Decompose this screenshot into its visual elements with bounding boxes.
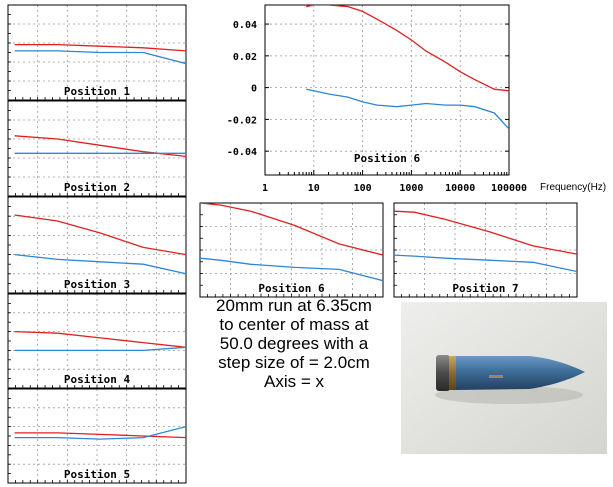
panel-3-grid (8, 197, 186, 293)
panel-1: Position 1 (7, 4, 187, 101)
panel-8: Position 7 (393, 202, 578, 298)
panel-2-series (14, 135, 186, 158)
panel-3-series-blue-line (14, 253, 186, 275)
panel-3: Position 3 (7, 196, 187, 294)
panel-2-grid (8, 101, 186, 196)
panel-4-series-red-line (14, 330, 186, 348)
panel-7-ticks (200, 214, 376, 297)
panel-6-frame (264, 4, 510, 176)
panel-2-label: Position 2 (64, 181, 130, 194)
caption-line-3: 50.0 degrees with a (219, 334, 369, 353)
panel-5: Position 5 (7, 388, 187, 484)
panel-6-x-tick-label: 100000 (491, 183, 527, 194)
panel-5-series-red-line (14, 432, 186, 439)
panel-7-series (200, 203, 383, 282)
caption-line-2: to center of mass at (219, 315, 369, 334)
panel-6-x-tick-label: 10000 (445, 183, 475, 194)
panel-7-label: Position 6 (258, 282, 325, 295)
panel-6-x-tick-label: 1 (262, 183, 268, 194)
caption-line-1: 20mm run at 6.35cm (216, 296, 372, 315)
panel-7-series-blue-line (200, 257, 383, 282)
panel-6-x-tick-label: 100 (354, 183, 372, 194)
panel-1-ticks (8, 14, 179, 100)
panel-3-series-red-line (14, 214, 186, 256)
panel-6-y-tick-label: 0.04 (233, 20, 257, 31)
panel-8-grid (394, 203, 577, 297)
panel-1-series-red-line (14, 43, 186, 52)
panel-4: Position 4 (7, 293, 187, 389)
panel-1-grid (8, 5, 186, 100)
panel-6-x-axis-label: Frequency(Hz) (540, 182, 606, 193)
panel-7: Position 6 (199, 202, 384, 298)
caption-line-4: step size of = 2.0cm (218, 353, 370, 372)
panel-8-series (394, 210, 577, 273)
panel-5-series-blue-line (14, 425, 186, 440)
panel-6-y-tick-label: 0.02 (233, 52, 257, 63)
panel-6-x-tick-label: 1000 (399, 183, 423, 194)
panel-4-ticks (8, 302, 179, 388)
panel-4-series (14, 330, 186, 352)
panel-8-ticks (394, 214, 570, 297)
panel-1-series (14, 43, 186, 65)
projectile-photo (401, 302, 607, 454)
panel-6-y-tick-label: -0.04 (227, 147, 257, 158)
panel-3-label: Position 3 (64, 278, 130, 291)
panel-6: Position 6 0.04 0.02 0 -0.02 -0.04 1 10 100 1000 1… (227, 4, 606, 194)
run-caption: 20mm run at 6.35cm to center of mass at … (196, 296, 392, 391)
panel-7-series-red-line (200, 203, 383, 256)
panel-6-label: Position 6 (354, 152, 421, 165)
panel-6-y-tick-label: 0 (251, 84, 257, 95)
panel-8-label: Position 7 (452, 282, 518, 295)
panel-8-series-blue-line (394, 254, 577, 273)
panel-6-series (306, 5, 509, 130)
panel-1-label: Position 1 (64, 85, 131, 98)
panel-3-series (14, 214, 186, 275)
panel-6-ticks (264, 23, 510, 175)
panel-5-ticks (8, 397, 179, 483)
panel-1-series-blue-line (14, 50, 186, 65)
panel-2-ticks (8, 110, 179, 196)
panel-6-x-tick-label: 10 (308, 183, 320, 194)
panel-7-grid (200, 203, 383, 297)
panel-6-series-blue-line (306, 88, 509, 130)
panel-2: Position 2 (7, 100, 187, 197)
panel-6-grid (264, 5, 510, 175)
panel-4-label: Position 4 (64, 373, 131, 386)
panel-5-label: Position 5 (64, 468, 130, 481)
panel-3-ticks (8, 206, 179, 293)
panel-5-series (14, 425, 186, 440)
panel-8-series-red-line (394, 210, 577, 255)
caption-line-5: Axis = x (264, 372, 324, 391)
panel-4-series-blue-line (14, 346, 186, 352)
panel-6-y-tick-label: -0.02 (227, 115, 257, 126)
panel-6-series-red-line (306, 5, 509, 92)
